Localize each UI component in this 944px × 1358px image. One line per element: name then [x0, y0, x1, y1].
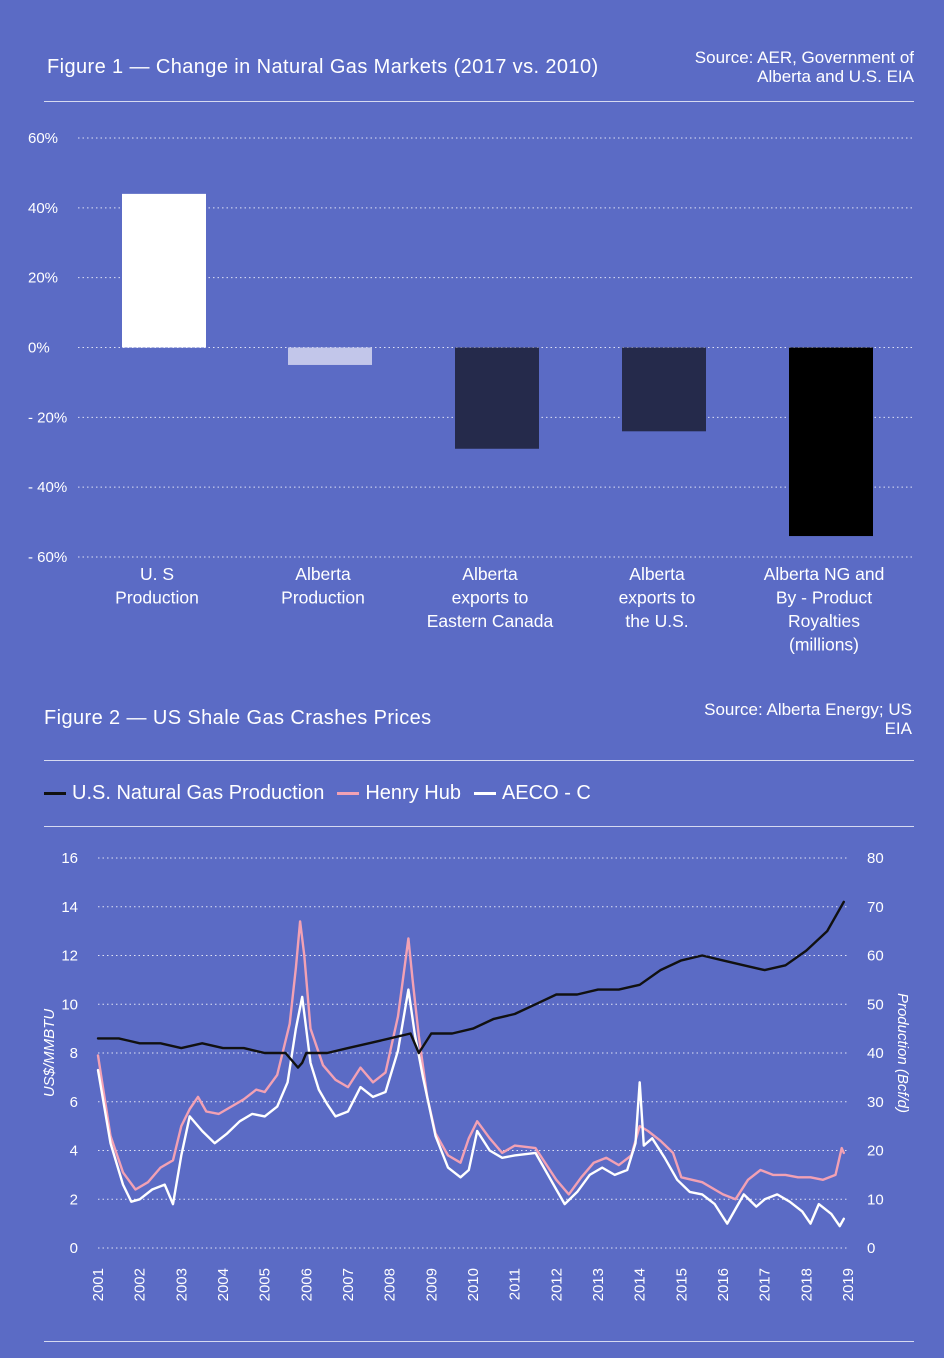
- legend-label-aeco: AECO - C: [501, 782, 591, 804]
- legend-item-aeco: AECO - C: [473, 782, 591, 805]
- fig1-category-label: Alberta exports to the U.S.: [619, 564, 696, 631]
- fig2-xtick-label: 2018: [798, 1268, 815, 1301]
- legend-label-production: U.S. Natural Gas Production: [72, 782, 325, 804]
- fig2-ytick-label: 14: [61, 899, 78, 916]
- fig2-xtick-label: 2014: [632, 1268, 649, 1301]
- fig1-category-line: Alberta: [462, 564, 518, 584]
- figure1-title: Figure 1 — Change in Natural Gas Markets…: [47, 56, 599, 78]
- figure1-header-rule: [44, 101, 914, 102]
- figure2-source-line-2: EIA: [884, 719, 912, 738]
- fig1-ytick-label: 40%: [28, 200, 58, 217]
- fig2-y2tick-label: 50: [867, 996, 884, 1013]
- fig1-ytick-label: 20%: [28, 270, 58, 287]
- fig1-category-line: Production: [115, 588, 199, 608]
- fig1-ytick-label: - 60%: [28, 549, 67, 566]
- fig2-xtick-label: 2001: [90, 1268, 107, 1301]
- figure2-header-rule: [44, 760, 914, 761]
- fig2-xtick-label: 2002: [132, 1268, 149, 1301]
- fig2-xtick-label: 2011: [507, 1268, 524, 1300]
- figure2-source: Source: Alberta Energy; US EIA: [592, 700, 912, 738]
- fig2-xtick-label: 2009: [423, 1268, 440, 1301]
- fig1-category-label: Alberta NG and By - Product Royalties (mill…: [764, 564, 885, 655]
- fig1-category-line: Royalties: [788, 611, 860, 631]
- fig1-category-line: the U.S.: [625, 611, 688, 631]
- fig1-category-line: U. S: [140, 564, 174, 584]
- fig1-ytick-label: - 40%: [28, 479, 67, 496]
- fig1-category-line: Eastern Canada: [427, 611, 554, 631]
- fig2-xtick-label: 2016: [715, 1268, 732, 1301]
- fig2-xtick-label: 2008: [382, 1268, 399, 1301]
- figure2-line-chart: 0 2 4 6 8 10 12 14 16 0 10 20 30 40 50 60 70 80 2001 2002 20…: [41, 850, 911, 1301]
- fig2-xtick-label: 2004: [215, 1268, 232, 1301]
- fig1-bar-1: [122, 193, 206, 348]
- fig2-xtick-label: 2006: [298, 1268, 315, 1301]
- figure2-legend: U.S. Natural Gas Production Henry Hub AE…: [44, 782, 604, 805]
- figure2-source-line-1: Source: Alberta Energy; US: [704, 700, 912, 719]
- fig2-ytick-label: 0: [70, 1240, 78, 1257]
- fig2-y2tick-label: 80: [867, 850, 884, 867]
- fig1-category-line: exports to: [452, 588, 529, 608]
- figure2-bottom-rule: [44, 1341, 914, 1342]
- fig2-xtick-label: 2017: [757, 1268, 774, 1301]
- figure2-title: Figure 2 — US Shale Gas Crashes Prices: [44, 707, 432, 729]
- fig1-category-label: U. S Production: [115, 564, 199, 608]
- fig2-y2tick-label: 70: [867, 899, 884, 916]
- fig1-bar-5: [789, 347, 873, 537]
- fig2-ytick-label: 6: [70, 1094, 78, 1111]
- fig1-category-line: Alberta: [295, 564, 351, 584]
- fig2-ylabel: US$/MMBTU: [41, 1009, 58, 1098]
- fig2-y2tick-label: 60: [867, 948, 884, 965]
- fig2-ytick-label: 10: [61, 996, 78, 1013]
- fig2-xtick-label: 2019: [840, 1268, 857, 1301]
- fig2-ytick-label: 8: [70, 1045, 78, 1062]
- legend-item-production: U.S. Natural Gas Production: [44, 782, 324, 805]
- fig1-bar-3: [455, 347, 539, 449]
- fig1-bar-4: [622, 347, 706, 432]
- legend-item-henry-hub: Henry Hub: [337, 782, 461, 805]
- figure1-source-line-2: Alberta and U.S. EIA: [757, 67, 914, 86]
- fig2-xtick-label: 2010: [465, 1268, 482, 1301]
- fig2-ytick-label: 12: [61, 948, 78, 965]
- fig2-ytick-label: 2: [70, 1191, 78, 1208]
- fig2-y2tick-label: 20: [867, 1143, 884, 1160]
- fig2-ytick-label: 16: [61, 850, 78, 867]
- fig1-category-line: Alberta NG and: [764, 564, 885, 584]
- fig1-category-line: exports to: [619, 588, 696, 608]
- fig1-category-line: (millions): [789, 635, 859, 655]
- fig1-category-line: Alberta: [629, 564, 685, 584]
- fig1-ytick-label: 0%: [28, 340, 50, 357]
- fig1-category-line: By - Product: [776, 588, 872, 608]
- fig1-ytick-label: 60%: [28, 130, 58, 147]
- fig2-y2tick-label: 10: [867, 1191, 884, 1208]
- fig1-category-line: Production: [281, 588, 365, 608]
- fig2-y2tick-label: 0: [867, 1240, 875, 1257]
- figure1-bar-chart: 60% 40% 20% 0% - 20% - 40% - 60% U. S Production…: [28, 130, 915, 655]
- fig2-y2tick-label: 30: [867, 1094, 884, 1111]
- fig2-xtick-label: 2012: [548, 1268, 565, 1301]
- legend-swatch-henry-hub: [337, 792, 360, 795]
- fig1-bar-2: [288, 347, 372, 365]
- fig2-y2label: Production (Bcf/d): [894, 993, 911, 1113]
- fig2-xtick-label: 2005: [257, 1268, 274, 1301]
- legend-swatch-production: [44, 792, 66, 795]
- fig1-category-label: Alberta exports to Eastern Canada: [427, 564, 554, 631]
- legend-label-henry-hub: Henry Hub: [365, 782, 461, 804]
- fig1-category-label: Alberta Production: [281, 564, 365, 608]
- figure1-source-line-1: Source: AER, Government of: [694, 48, 914, 67]
- fig2-y2tick-label: 40: [867, 1045, 884, 1062]
- figure2-legend-rule: [44, 826, 914, 827]
- fig2-series-u-s-natural-gas-production: [96, 900, 845, 1069]
- fig2-xtick-label: 2003: [173, 1268, 190, 1301]
- fig1-ytick-label: - 20%: [28, 409, 67, 426]
- fig2-xtick-label: 2015: [673, 1268, 690, 1301]
- fig2-xtick-label: 2007: [340, 1268, 357, 1301]
- fig2-xtick-label: 2013: [590, 1268, 607, 1301]
- fig2-ytick-label: 4: [70, 1143, 78, 1160]
- fig2-series-aeco-c: [96, 988, 845, 1228]
- figure1-source: Source: AER, Government of Alberta and U…: [574, 48, 914, 86]
- legend-swatch-aeco: [473, 792, 496, 795]
